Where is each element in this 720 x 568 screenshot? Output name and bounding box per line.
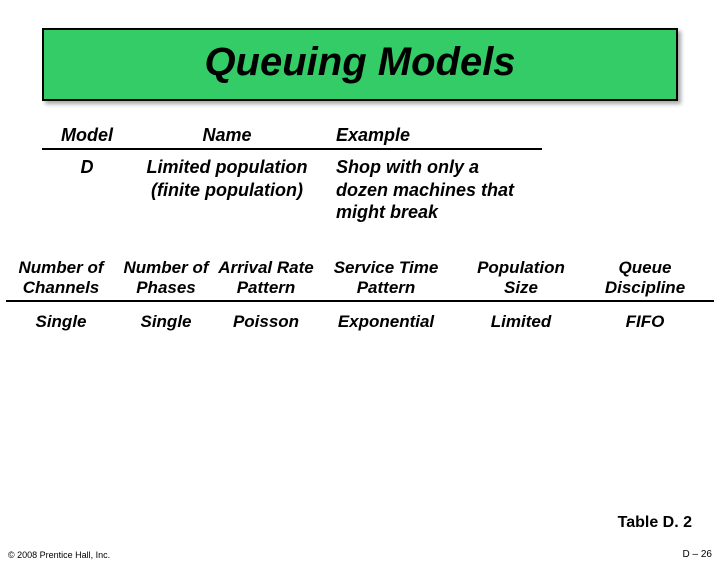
cell-phases: Single xyxy=(116,302,216,334)
page-title: Queuing Models xyxy=(44,40,676,85)
table-label: Table D. 2 xyxy=(618,514,692,532)
cell-discipline: FIFO xyxy=(586,302,704,334)
header-channels: Number of Channels xyxy=(6,256,116,301)
header-model: Model xyxy=(42,123,132,148)
cell-population: Limited xyxy=(456,302,586,334)
cell-arrival: Poisson xyxy=(216,302,316,334)
header-example: Example xyxy=(322,123,532,148)
cell-name: Limited population (finite population) xyxy=(132,150,322,226)
attributes-table: Number of Channels Number of Phases Arri… xyxy=(6,256,714,335)
model-table-row: D Limited population (finite population)… xyxy=(42,150,542,226)
copyright: © 2008 Prentice Hall, Inc. xyxy=(8,550,110,560)
cell-channels: Single xyxy=(6,302,116,334)
model-table: Model Name Example D Limited population … xyxy=(42,123,542,226)
header-discipline: Queue Discipline xyxy=(586,256,704,301)
cell-service: Exponential xyxy=(316,302,456,334)
model-table-header: Model Name Example xyxy=(42,123,542,150)
page-number: D – 26 xyxy=(683,549,712,560)
header-service: Service Time Pattern xyxy=(316,256,456,301)
attributes-table-row: Single Single Poisson Exponential Limite… xyxy=(6,302,714,334)
attributes-table-header: Number of Channels Number of Phases Arri… xyxy=(6,256,714,303)
cell-model: D xyxy=(42,150,132,226)
title-banner: Queuing Models xyxy=(42,28,678,101)
cell-example: Shop with only a dozen machines that mig… xyxy=(322,150,532,226)
header-arrival: Arrival Rate Pattern xyxy=(216,256,316,301)
header-name: Name xyxy=(132,123,322,148)
header-phases: Number of Phases xyxy=(116,256,216,301)
header-population: Population Size xyxy=(456,256,586,301)
